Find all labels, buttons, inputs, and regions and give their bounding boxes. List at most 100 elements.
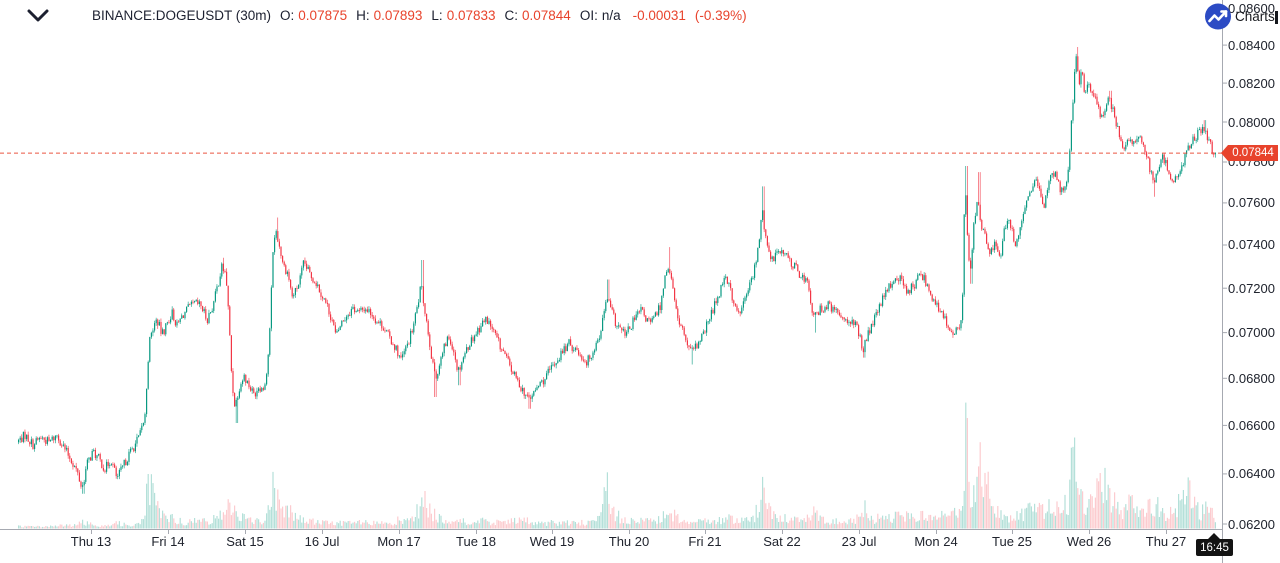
volume-bar <box>1187 477 1189 529</box>
volume-bar <box>616 516 618 529</box>
volume-bar <box>403 519 405 529</box>
candle-body <box>816 312 818 314</box>
volume-bar <box>987 471 989 529</box>
volume-bar <box>339 520 341 529</box>
candle-body <box>637 311 639 315</box>
candle-body <box>922 274 924 281</box>
volume-bar <box>122 526 124 529</box>
candle-body <box>830 303 832 312</box>
candle-body <box>627 326 629 333</box>
candle-body <box>278 241 280 247</box>
candle-body <box>528 394 530 398</box>
volume-bar <box>1118 514 1120 529</box>
volume-bar <box>123 522 125 529</box>
candle-body <box>1035 179 1037 181</box>
volume-bar <box>398 520 400 529</box>
volume-bar <box>1010 515 1012 529</box>
candle-body <box>362 307 364 310</box>
volume-bar <box>270 506 272 529</box>
candle-body <box>1083 74 1085 92</box>
charts-logo-icon[interactable] <box>1203 2 1233 32</box>
volume-bar <box>656 523 658 529</box>
volume-bar <box>536 524 538 529</box>
candle-body <box>426 313 428 321</box>
candle-body <box>1104 110 1106 116</box>
candle-body <box>1003 228 1005 242</box>
volume-bar <box>43 527 45 529</box>
change-value: -0.00031 <box>632 8 686 23</box>
volume-bar <box>925 518 927 529</box>
candle-body <box>672 278 674 289</box>
candle-body <box>1090 84 1092 92</box>
time-axis-label: Mon 24 <box>914 534 958 549</box>
volume-bar <box>267 505 269 529</box>
candle-body <box>245 374 247 383</box>
volume-bar <box>69 524 71 529</box>
volume-bar <box>714 520 716 529</box>
volume-bar <box>1083 513 1085 529</box>
symbol-title[interactable]: BINANCE:DOGEUSDT (30m) <box>92 8 272 23</box>
candle-body <box>190 301 192 305</box>
candle-body <box>792 266 794 269</box>
candle-body <box>1202 127 1204 134</box>
candle-body <box>1186 150 1188 155</box>
volume-bar <box>1077 488 1079 529</box>
volume-bar <box>461 522 463 529</box>
volume-bar <box>1168 518 1170 529</box>
candle-body <box>147 361 149 389</box>
volume-bar <box>874 523 876 529</box>
candle-body <box>986 233 988 244</box>
candle-body <box>301 267 303 276</box>
volume-bar <box>278 499 280 529</box>
volume-bar <box>565 522 567 529</box>
candle-body <box>424 303 426 314</box>
candle-body <box>1157 171 1159 174</box>
volume-bar <box>683 519 685 529</box>
volume-bar <box>230 515 232 529</box>
candle-body <box>630 329 632 330</box>
candle-body <box>331 319 333 321</box>
candle-body <box>941 311 943 313</box>
candle-body <box>757 247 759 262</box>
candle-body <box>1205 130 1207 132</box>
volume-bar <box>974 502 976 529</box>
volume-bar <box>1189 480 1191 529</box>
candle-body <box>1066 182 1068 187</box>
candle-body <box>746 294 748 298</box>
candle-body <box>371 314 373 317</box>
candle-body <box>461 362 463 370</box>
volume-bar <box>843 521 845 529</box>
chevron-down-icon[interactable] <box>27 9 49 23</box>
candle-body <box>770 251 772 260</box>
volume-bar <box>1146 512 1148 529</box>
candle-body <box>350 309 352 316</box>
volume-bar <box>371 525 373 529</box>
volume-bar <box>752 515 754 529</box>
volume-bar <box>150 474 152 529</box>
volume-bar <box>296 518 298 529</box>
volume-bar <box>354 521 356 529</box>
charts-wordmark[interactable]: Charts <box>1235 9 1275 24</box>
candle-body <box>616 326 618 327</box>
volume-bar <box>90 522 92 529</box>
volume-bar <box>1069 479 1071 529</box>
candle-body <box>66 447 68 450</box>
candle-body <box>1194 136 1196 141</box>
candle-body <box>430 347 432 359</box>
volume-bar <box>109 526 111 529</box>
volume-bar <box>1056 501 1058 529</box>
volume-bar <box>344 521 346 529</box>
volume-bar <box>392 525 394 529</box>
candle-body <box>429 334 431 347</box>
volume-bar <box>608 503 610 529</box>
volume-bar <box>421 497 423 529</box>
candle-body <box>381 321 383 329</box>
candle-body <box>722 284 724 286</box>
candle-body <box>581 355 583 360</box>
volume-bar <box>210 524 212 529</box>
price-axis-label: 0.07600 <box>1228 195 1275 211</box>
candle-body <box>906 286 908 294</box>
candle-body <box>992 248 994 250</box>
volume-bar <box>1110 512 1112 529</box>
